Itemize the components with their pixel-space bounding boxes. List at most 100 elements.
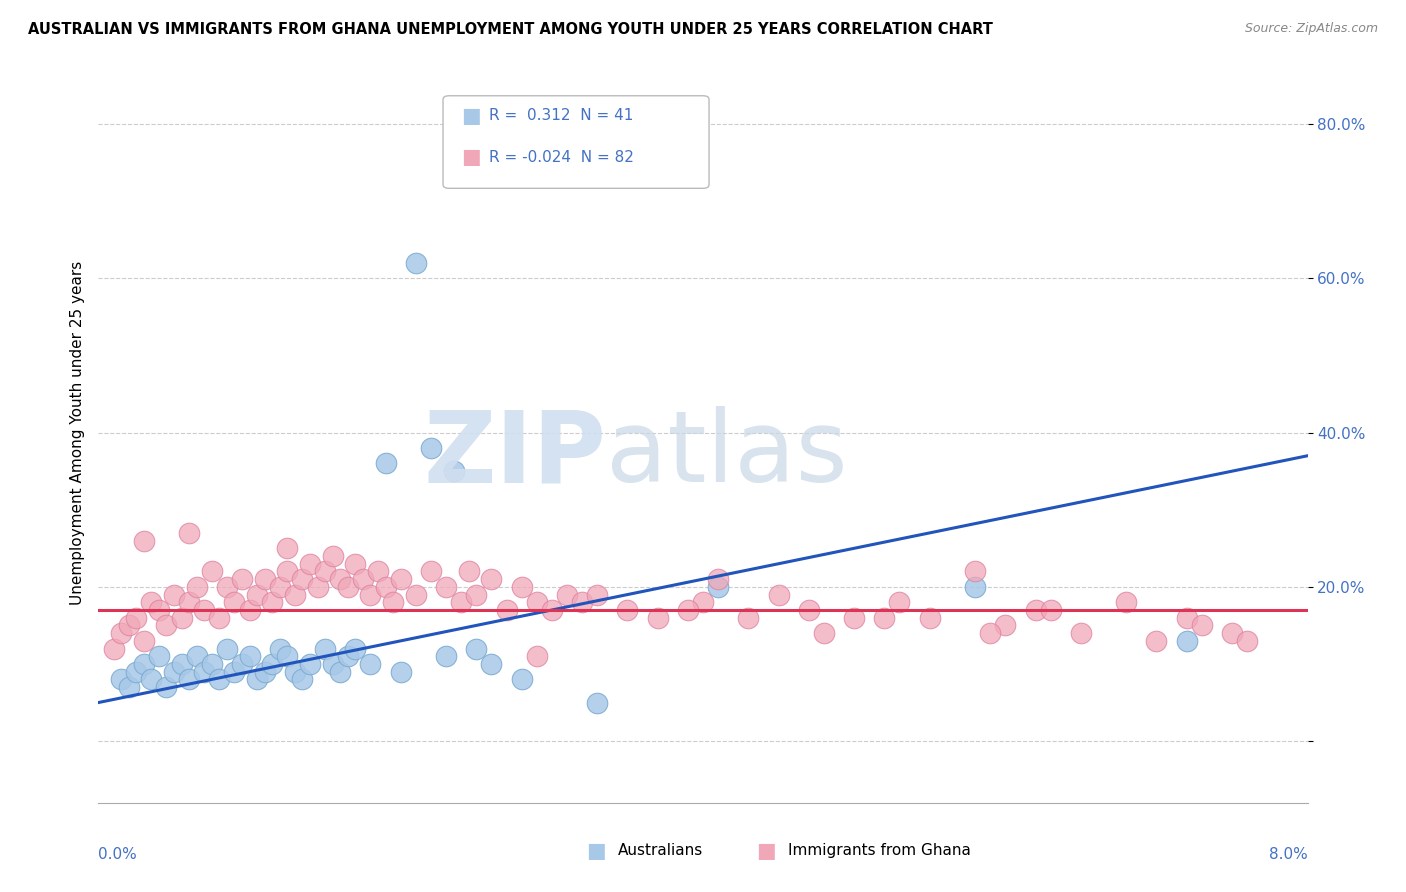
Point: [457, 565, 479, 579]
Point: [132, 633, 155, 648]
Point: [155, 618, 177, 632]
Point: [155, 680, 177, 694]
Point: [118, 680, 141, 694]
Point: [208, 673, 231, 687]
Point: [510, 580, 533, 594]
Point: [314, 565, 336, 579]
Point: [239, 649, 262, 664]
Point: [329, 665, 352, 679]
Point: [360, 657, 382, 671]
Point: [382, 595, 405, 609]
Point: [526, 649, 548, 664]
Y-axis label: Unemployment Among Youth under 25 years: Unemployment Among Youth under 25 years: [69, 260, 84, 605]
Point: [186, 580, 208, 594]
Point: [1191, 618, 1213, 632]
Point: [299, 657, 322, 671]
Point: [979, 626, 1001, 640]
Point: [193, 665, 215, 679]
Point: [239, 603, 262, 617]
Point: [118, 618, 141, 632]
Point: [110, 673, 132, 687]
Point: [179, 525, 201, 540]
Point: [389, 665, 412, 679]
Point: [163, 588, 186, 602]
Point: [405, 588, 427, 602]
Point: [450, 595, 472, 609]
Point: [262, 595, 284, 609]
Point: [1146, 633, 1168, 648]
Point: [246, 673, 269, 687]
Point: [434, 649, 457, 664]
Point: [253, 665, 276, 679]
Point: [125, 611, 148, 625]
Text: ■: ■: [461, 106, 481, 126]
Point: [322, 549, 344, 563]
Point: [269, 641, 291, 656]
Point: [465, 641, 488, 656]
Point: [540, 603, 562, 617]
Point: [813, 626, 835, 640]
Point: [586, 588, 609, 602]
Point: [224, 595, 246, 609]
Point: [329, 572, 352, 586]
Point: [797, 603, 820, 617]
Point: [148, 649, 170, 664]
Point: [405, 256, 427, 270]
Point: [367, 565, 389, 579]
Text: R = -0.024  N = 82: R = -0.024 N = 82: [489, 150, 634, 165]
Text: 0.0%: 0.0%: [98, 847, 138, 863]
Point: [844, 611, 866, 625]
Point: [1115, 595, 1137, 609]
Point: [125, 665, 148, 679]
Point: [291, 572, 314, 586]
Point: [103, 641, 125, 656]
Point: [360, 588, 382, 602]
Point: [616, 603, 638, 617]
Point: [965, 565, 987, 579]
Point: [224, 665, 246, 679]
Point: [336, 580, 359, 594]
Point: [676, 603, 699, 617]
Point: [299, 557, 322, 571]
Point: [276, 541, 298, 556]
Point: [918, 611, 941, 625]
Point: [707, 572, 730, 586]
Point: [269, 580, 291, 594]
Point: [276, 565, 298, 579]
Point: [420, 441, 443, 455]
Point: [647, 611, 669, 625]
Point: [110, 626, 132, 640]
Point: [132, 533, 155, 548]
FancyBboxPatch shape: [443, 95, 709, 188]
Point: [186, 649, 208, 664]
Point: [692, 595, 714, 609]
Point: [148, 603, 170, 617]
Text: AUSTRALIAN VS IMMIGRANTS FROM GHANA UNEMPLOYMENT AMONG YOUTH UNDER 25 YEARS CORR: AUSTRALIAN VS IMMIGRANTS FROM GHANA UNEM…: [28, 22, 993, 37]
Point: [307, 580, 329, 594]
Point: [1236, 633, 1258, 648]
Point: [141, 595, 163, 609]
Point: [253, 572, 276, 586]
Point: [510, 673, 533, 687]
Point: [443, 464, 465, 478]
Point: [215, 641, 238, 656]
Point: [481, 657, 503, 671]
Point: [284, 588, 307, 602]
Point: [179, 673, 201, 687]
Point: [284, 665, 307, 679]
Point: [737, 611, 759, 625]
Point: [141, 673, 163, 687]
Point: [965, 580, 987, 594]
Point: [231, 657, 253, 671]
Point: [344, 641, 367, 656]
Point: [873, 611, 896, 625]
Point: [208, 611, 231, 625]
Text: Source: ZipAtlas.com: Source: ZipAtlas.com: [1244, 22, 1378, 36]
Point: [352, 572, 374, 586]
Point: [314, 641, 336, 656]
Point: [571, 595, 593, 609]
Point: [374, 457, 396, 471]
Text: R =  0.312  N = 41: R = 0.312 N = 41: [489, 108, 633, 123]
Point: [374, 580, 396, 594]
Point: [344, 557, 367, 571]
